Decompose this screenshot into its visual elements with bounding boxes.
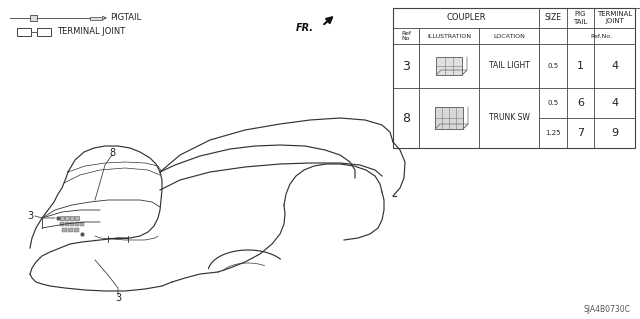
Bar	[37, 28, 51, 36]
Text: SIZE: SIZE	[545, 13, 561, 23]
Text: 4: 4	[611, 98, 618, 108]
Text: FR.: FR.	[296, 23, 314, 33]
Bar	[65, 216, 69, 220]
Bar	[70, 222, 74, 226]
Bar	[75, 222, 79, 226]
Text: TERMINAL JOINT: TERMINAL JOINT	[57, 27, 125, 36]
Text: 8: 8	[402, 112, 410, 124]
Text: Ref.No.: Ref.No.	[590, 33, 612, 39]
Text: 0.5: 0.5	[547, 63, 559, 69]
Text: Ref
No: Ref No	[401, 31, 411, 41]
Bar	[62, 228, 67, 232]
Text: 3: 3	[27, 211, 33, 221]
Bar	[393, 8, 635, 148]
Text: PIGTAIL: PIGTAIL	[110, 13, 141, 23]
Bar	[68, 228, 73, 232]
Text: TERMINAL
JOINT: TERMINAL JOINT	[597, 11, 632, 25]
Text: 6: 6	[577, 98, 584, 108]
Bar	[30, 15, 37, 21]
Bar	[80, 222, 84, 226]
Bar	[435, 107, 463, 129]
Text: TAIL LIGHT: TAIL LIGHT	[488, 62, 529, 70]
Text: SJA4B0730C: SJA4B0730C	[583, 306, 630, 315]
Text: 3: 3	[115, 293, 121, 303]
Text: LOCATION: LOCATION	[493, 33, 525, 39]
Bar	[17, 28, 31, 36]
Text: 8: 8	[109, 148, 115, 158]
Text: PIG
TAIL: PIG TAIL	[573, 11, 588, 25]
Bar	[436, 57, 462, 75]
Text: 9: 9	[611, 128, 618, 138]
Text: 1: 1	[577, 61, 584, 71]
Text: 1.25: 1.25	[545, 130, 561, 136]
Text: 4: 4	[611, 61, 618, 71]
Text: TRUNK SW: TRUNK SW	[488, 114, 529, 122]
Bar	[90, 17, 102, 19]
Text: COUPLER: COUPLER	[446, 13, 486, 23]
Bar	[60, 222, 64, 226]
Text: 3: 3	[402, 60, 410, 72]
Bar	[70, 216, 74, 220]
Bar	[65, 222, 69, 226]
Text: 7: 7	[577, 128, 584, 138]
Bar	[75, 216, 79, 220]
Text: 0.5: 0.5	[547, 100, 559, 106]
Bar	[74, 228, 79, 232]
Text: ILLUSTRATION: ILLUSTRATION	[427, 33, 471, 39]
Bar	[60, 216, 64, 220]
